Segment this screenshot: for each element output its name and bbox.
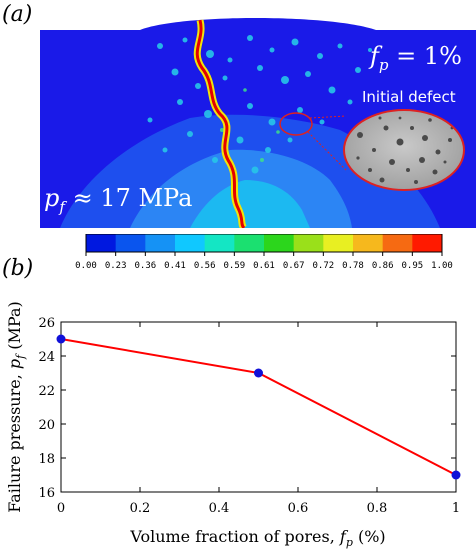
colorbar-tick-label: 0.59 (223, 261, 245, 271)
y-tick-label: 24 (38, 350, 55, 365)
x-tick-label: 0.4 (209, 501, 230, 516)
colorbar-segment (323, 234, 354, 252)
colorbar-tick-label: 0.72 (312, 261, 334, 271)
x-axis-label: Volume fraction of pores, fp (%) (129, 527, 385, 549)
initial-defect-inset (343, 109, 465, 191)
colorbar: 0.00 0.23 0.36 0.41 0.56 0.59 0.61 0.67 0.72 0.78… (75, 234, 453, 271)
series-line (60, 338, 457, 476)
colorbar-tick-label: 0.00 (75, 261, 97, 271)
simulation-contour-image: Initial defect fp = 1% pf ≈ 17 MPa (40, 18, 476, 228)
y-axis-label: Failure pressure, pf (MPa) (5, 301, 27, 513)
pf-annotation: pf ≈ 17 MPa (44, 184, 192, 216)
panel-a-label: (a) (2, 2, 33, 27)
y-tick-label: 22 (38, 384, 55, 399)
colorbar-segment (115, 234, 146, 252)
colorbar-tick-label: 0.41 (164, 261, 186, 271)
colorbar-segment (293, 234, 324, 252)
colorbar-segment (175, 234, 206, 252)
y-tick-label: 26 (38, 316, 55, 331)
y-tick-label: 16 (38, 486, 55, 501)
data-point (56, 334, 66, 344)
colorbar-segment (412, 234, 443, 252)
data-point (254, 368, 263, 378)
colorbar-segment (204, 234, 235, 252)
plot-frame (60, 321, 457, 493)
colorbar-segment (86, 234, 117, 252)
colorbar-segment (353, 234, 384, 252)
pore-cluster (147, 35, 372, 174)
colorbar-tick-label: 1.00 (431, 261, 453, 271)
colorbar-segment (264, 234, 295, 252)
x-tick-label: 0 (57, 501, 65, 516)
x-tick-label: 0.2 (130, 501, 151, 516)
defect-marker (279, 112, 313, 136)
panel-b-label: (b) (2, 256, 34, 281)
fp-annotation: fp = 1% (368, 42, 462, 74)
colorbar-tick-label: 0.56 (194, 261, 216, 271)
colorbar-tick-label: 0.23 (105, 261, 127, 271)
y-tick-label: 20 (38, 418, 55, 433)
inset-label: Initial defect (362, 88, 456, 106)
colorbar-tick-label: 0.67 (283, 261, 305, 271)
colorbar-tick-label: 0.78 (342, 261, 364, 271)
x-tick-label: 1 (452, 501, 460, 516)
colorbar-segment (145, 234, 176, 252)
data-point (451, 470, 461, 480)
colorbar-tick-label: 0.36 (134, 261, 156, 271)
x-tick-label: 0.6 (288, 501, 309, 516)
y-tick-label: 18 (38, 452, 55, 467)
x-tick-label: 0.8 (367, 501, 388, 516)
colorbar-tick-label: 0.86 (372, 261, 394, 271)
colorbar-segment (234, 234, 265, 252)
colorbar-tick-label: 0.95 (401, 261, 423, 271)
colorbar-segment (382, 234, 413, 252)
failure-pressure-chart: 0 0.2 0.4 0.6 0.8 1 16 18 20 22 24 26 Volume fract… (5, 301, 461, 549)
colorbar-tick-label: 0.61 (253, 261, 275, 271)
